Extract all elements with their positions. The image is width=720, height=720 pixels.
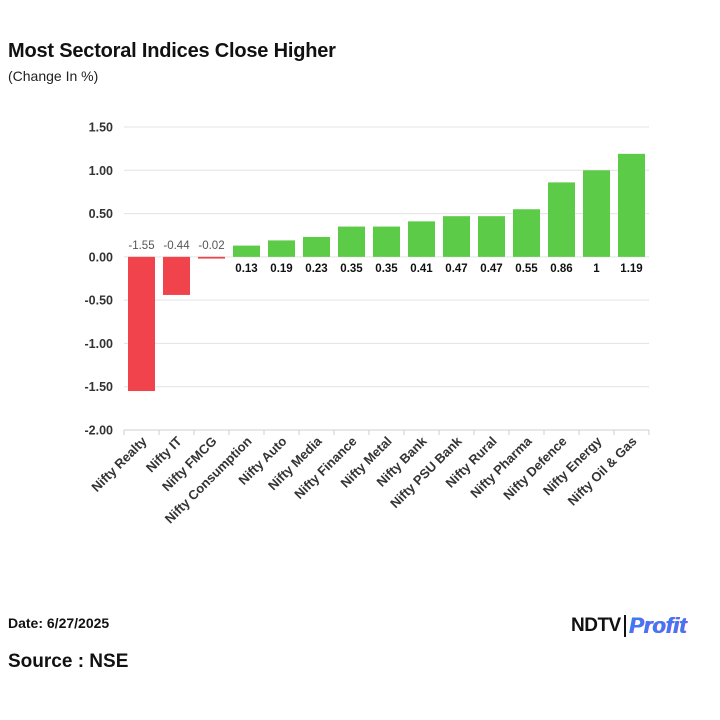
bar	[268, 240, 295, 257]
bar	[303, 236, 330, 257]
data-label: 0.47	[480, 263, 502, 275]
y-tick-label: -0.50	[85, 294, 114, 308]
y-tick-label: -1.50	[85, 380, 114, 394]
chart-title: Most Sectoral Indices Close Higher	[8, 40, 336, 62]
bar	[128, 256, 155, 392]
source-label: Source : NSE	[8, 651, 129, 672]
data-label: -0.44	[163, 240, 190, 252]
bar-chart: 1.50 1.00 0.50 0.00 -0.50 -1.00 -1.50 -2.00 -1.…	[85, 121, 650, 526]
bar	[548, 182, 575, 257]
y-tick-label: -1.00	[85, 337, 114, 351]
bar	[583, 170, 610, 257]
data-label: 0.13	[235, 263, 257, 275]
y-tick-label: 1.50	[89, 121, 113, 135]
logo-profit-text: Profit	[628, 613, 687, 638]
data-label: 0.86	[550, 263, 572, 275]
data-label: 0.35	[375, 263, 398, 275]
data-label: 0.35	[340, 263, 363, 275]
bar	[618, 153, 645, 257]
bar	[513, 209, 540, 257]
data-label: 0.41	[410, 263, 433, 275]
data-label: 0.47	[445, 263, 467, 275]
bar	[408, 221, 435, 257]
data-label: 1	[593, 263, 600, 275]
logo-ndtv-text: NDTV	[571, 615, 621, 636]
x-tick-label: Nifty Realty	[88, 433, 150, 495]
data-label: -1.55	[128, 240, 154, 252]
data-label: 1.19	[620, 263, 642, 275]
data-label: 0.23	[305, 263, 327, 275]
bar	[443, 216, 470, 257]
data-label: -0.02	[198, 240, 224, 252]
data-label: 0.55	[515, 263, 538, 275]
bar	[373, 226, 400, 257]
data-labels: -1.55 -0.44 -0.02 0.13 0.19 0.23 0.35 0.35 0.41 0…	[128, 240, 642, 275]
y-tick-label: 1.00	[89, 164, 113, 178]
bar	[338, 226, 365, 257]
chart-subtitle: (Change In %)	[8, 68, 99, 84]
y-tick-label: 0.50	[89, 207, 113, 221]
y-tick-label: 0.00	[89, 250, 113, 264]
data-label: 0.19	[270, 263, 292, 275]
bar	[198, 256, 225, 259]
date-label: Date: 6/27/2025	[8, 615, 110, 631]
grid-lines	[123, 126, 650, 435]
bars	[128, 153, 645, 392]
bar	[478, 216, 505, 257]
ndtv-profit-logo: NDTV Profit	[571, 612, 686, 640]
logo-separator	[623, 615, 626, 637]
y-axis-tick-labels: 1.50 1.00 0.50 0.00 -0.50 -1.00 -1.50 -2.00	[85, 121, 114, 438]
y-tick-label: -2.00	[85, 424, 114, 438]
bar	[233, 245, 260, 257]
bar	[163, 256, 190, 295]
